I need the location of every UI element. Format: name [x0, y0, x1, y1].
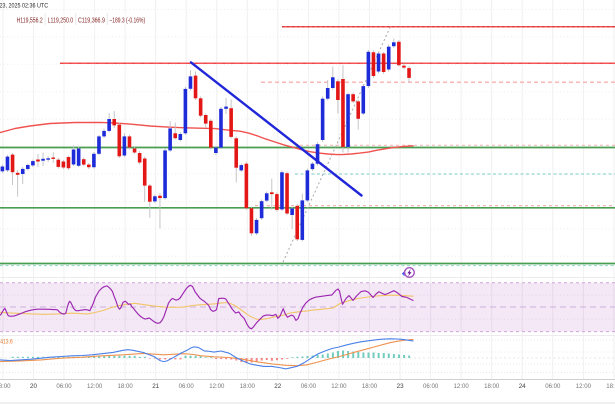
- svg-text:23: 23: [397, 383, 404, 390]
- svg-text:20: 20: [30, 383, 37, 390]
- svg-text:12:00: 12:00: [209, 383, 224, 390]
- svg-text:18:00: 18:00: [118, 383, 133, 390]
- svg-text:18:00: 18:00: [0, 383, 11, 390]
- svg-text:06:00: 06:00: [56, 383, 71, 390]
- svg-text:C119,366.9: C119,366.9: [78, 17, 105, 24]
- svg-text:06:00: 06:00: [423, 383, 438, 390]
- svg-text:12:00: 12:00: [454, 383, 469, 390]
- svg-text:18:00: 18:00: [606, 383, 615, 390]
- svg-text:06:00: 06:00: [545, 383, 560, 390]
- svg-text:06:00: 06:00: [179, 383, 194, 390]
- svg-text:22: 22: [274, 383, 281, 390]
- svg-text:18:00: 18:00: [362, 383, 377, 390]
- svg-text:06:00: 06:00: [301, 383, 316, 390]
- svg-text:−189.3 (-0.16%): −189.3 (-0.16%): [109, 17, 145, 24]
- svg-text:18:00: 18:00: [484, 383, 499, 390]
- svg-text:413.6: 413.6: [0, 338, 13, 345]
- svg-text:21: 21: [152, 383, 159, 390]
- svg-text:L119,250.0: L119,250.0: [48, 17, 74, 24]
- svg-text:12:00: 12:00: [576, 383, 591, 390]
- svg-text:23, 2025 02:36 UTC: 23, 2025 02:36 UTC: [0, 2, 48, 9]
- svg-text:H119,556.2: H119,556.2: [17, 17, 43, 24]
- svg-text:24: 24: [519, 383, 526, 390]
- svg-text:12:00: 12:00: [331, 383, 346, 390]
- svg-text:12:00: 12:00: [87, 383, 102, 390]
- svg-text:18:00: 18:00: [240, 383, 255, 390]
